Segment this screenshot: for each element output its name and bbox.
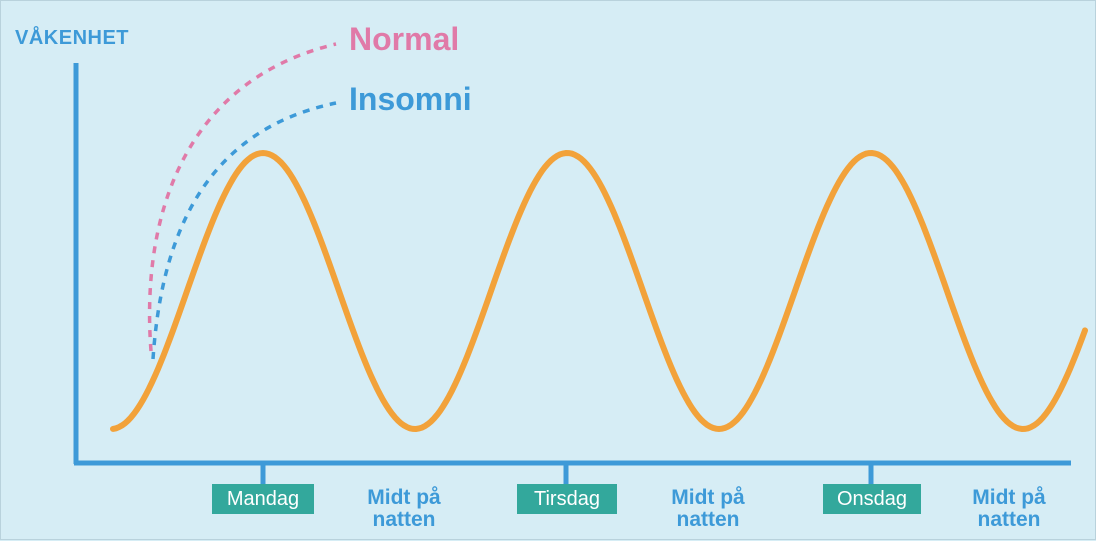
legend-normal: Normal: [349, 21, 460, 57]
night-3-line1: Midt på: [972, 486, 1046, 509]
insomni-dashed-curve: [151, 101, 337, 360]
label-night-1: Midt på natten: [349, 487, 459, 531]
night-1-line1: Midt på: [367, 486, 441, 509]
y-axis-label: VÅKENHET: [15, 27, 130, 49]
label-night-3: Midt på natten: [954, 487, 1064, 531]
label-tirsdag: Tirsdag: [517, 484, 617, 514]
label-night-2: Midt på natten: [653, 487, 763, 531]
night-2-line1: Midt på: [671, 486, 745, 509]
normal-dashed-curve: [147, 42, 337, 352]
label-mandag: Mandag: [212, 484, 314, 514]
night-3-line2: natten: [977, 508, 1041, 531]
label-onsdag: Onsdag: [823, 484, 921, 514]
night-2-line2: natten: [676, 508, 740, 531]
alertness-wave: [110, 149, 1088, 433]
legend-insomni: Insomni: [349, 81, 472, 117]
night-1-line2: natten: [372, 508, 436, 531]
